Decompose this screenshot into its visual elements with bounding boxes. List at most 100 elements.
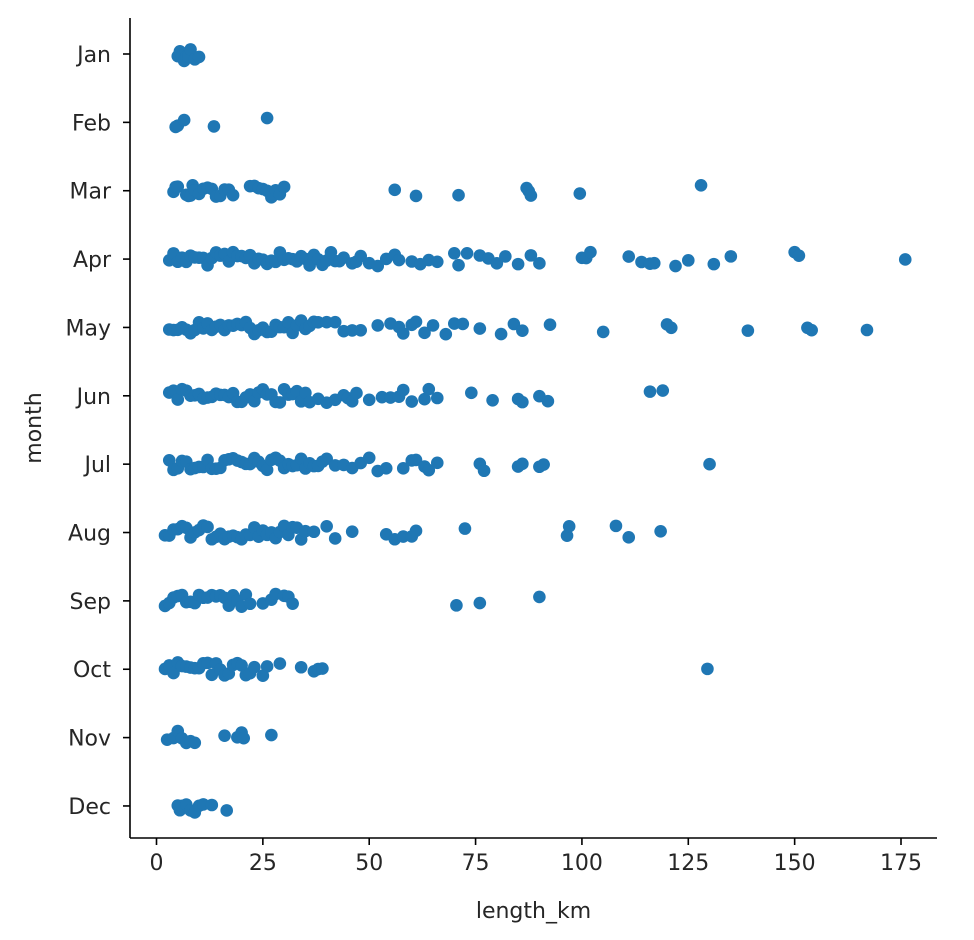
data-point [562,520,576,533]
data-point [320,519,333,533]
x-axis-label: length_km [476,899,591,924]
data-point [543,318,557,332]
data-point [609,519,623,533]
data-point [218,729,231,742]
data-point [362,393,376,407]
data-point [524,189,538,202]
x-tick-label: 125 [667,851,709,876]
y-tick-label: Dec [68,795,111,820]
data-point [654,525,667,538]
data-point [418,326,431,340]
data-point [499,250,512,263]
data-point [460,247,474,260]
data-point [524,249,538,262]
y-tick-label: Oct [73,658,111,683]
data-point [516,324,529,337]
data-point [260,463,274,477]
data-point [430,456,444,470]
data-point [396,462,410,475]
data-point [409,524,423,538]
data-point [237,731,251,745]
data-point [171,180,185,193]
data-point [511,257,525,271]
data-point [260,111,274,125]
x-axis-ticks: 0 25 50 75 100 125 150 175 [150,838,922,876]
data-point [184,43,197,56]
y-tick-label: Sep [70,590,111,615]
data-point [260,660,274,673]
y-axis-label: month [22,392,47,463]
x-tick-label: 175 [880,851,922,876]
data-point [307,525,321,539]
data-point [235,659,248,672]
data-point [409,189,423,203]
data-point [898,253,912,266]
data-point [664,321,678,335]
data-point [243,597,257,611]
data-point [703,457,716,471]
data-point [741,324,755,337]
x-tick-label: 75 [462,851,490,876]
y-tick-label: Jan [75,43,111,68]
data-point [418,392,431,406]
data-point [669,259,682,273]
data-point [584,245,597,259]
data-point [452,188,465,202]
y-tick-label: Jun [75,385,111,410]
data-point [328,315,342,329]
x-tick-label: 100 [561,851,603,876]
data-point [273,657,287,670]
x-tick-label: 150 [774,851,816,876]
data-point [294,660,308,674]
y-tick-label: Apr [73,248,112,273]
data-point [541,394,555,408]
y-tick-label: Jul [82,453,111,478]
data-point [177,113,191,127]
y-tick-label: Nov [68,727,111,752]
data-point [371,319,385,332]
x-tick-label: 50 [355,851,383,876]
data-point [450,599,463,612]
data-point [396,383,410,397]
x-tick-label: 25 [249,851,277,876]
data-point [388,183,402,197]
data-point [409,315,423,329]
data-point [473,322,487,335]
data-point [248,660,261,674]
data-point [426,319,440,332]
data-point [396,327,410,340]
data-point [860,323,874,337]
data-point [422,382,436,396]
data-point [792,249,806,262]
data-point [226,188,240,202]
data-point [516,395,529,409]
data-point [345,525,359,538]
data-point [350,386,363,400]
data-point [220,804,233,817]
data-point [201,520,214,534]
data-point [573,187,587,200]
data-point [354,323,368,337]
data-point [456,317,470,331]
data-point [494,327,508,341]
y-tick-label: Aug [68,522,111,547]
data-point [379,462,393,475]
data-point [320,452,333,466]
data-point [405,395,419,408]
data-point [392,253,406,267]
data-point [643,385,657,398]
data-point [465,386,478,400]
axes [129,18,937,839]
data-point [537,458,550,471]
data-point [694,178,708,192]
data-point [265,728,278,742]
data-point [622,531,636,544]
data-point [596,325,610,339]
data-point [371,259,385,273]
data-point [805,323,818,337]
data-point [724,250,738,263]
data-point [656,384,670,397]
y-axis-ticks: Jan Feb Mar Apr May Jun Jul Aug Sep Oct Nov Dec [66,43,130,820]
data-points [158,43,912,819]
